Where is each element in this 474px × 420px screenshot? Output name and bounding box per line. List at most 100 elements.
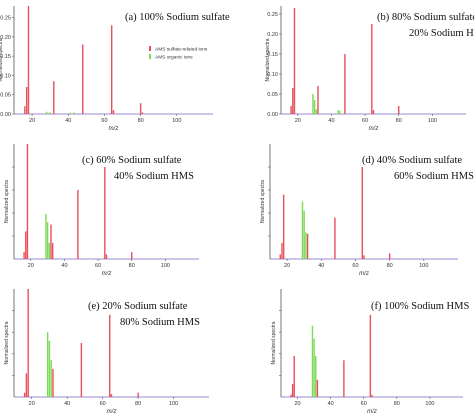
panel-label-line2: 60% Sodium HMS — [394, 171, 474, 182]
x-tick-label: 100 — [425, 401, 434, 407]
x-tick-label: 80 — [129, 263, 135, 269]
x-axis-label: m/z — [107, 409, 117, 415]
spectrum-bar — [363, 255, 365, 259]
x-axis-label: m/z — [102, 271, 112, 277]
legend-label-sulfate: AMS sulfate-related ions — [155, 47, 208, 53]
y-tick-label: 0.20 — [0, 35, 11, 41]
spectrum-bar — [23, 392, 26, 397]
panel-label: (e) 20% Sodium sulfate — [88, 301, 188, 312]
panel-label-line2: 20% Sodium HMS — [409, 28, 474, 39]
x-tick-label: 80 — [396, 118, 402, 124]
x-axis-label: m/z — [369, 126, 379, 132]
y-axis-label: Normalized spectra — [271, 321, 277, 364]
spectrum-bar — [46, 332, 49, 397]
legend: AMS sulfate-related ions AMS organic ion… — [149, 46, 208, 61]
spectrum-bar — [279, 254, 281, 259]
x-tick-label: 60 — [101, 118, 107, 124]
panel-e: 20 40 60 80 100 m/z Normalized spectra (e) 20% … — [4, 289, 209, 415]
panel-label: (d) 40% Sodium sulfate — [362, 155, 462, 166]
x-tick-label: 60 — [362, 118, 368, 124]
spectrum-bar — [53, 81, 55, 114]
spectrum-bar — [25, 87, 28, 114]
spectrum-bar — [293, 8, 296, 114]
x-tick-label: 60 — [361, 401, 367, 407]
x-tick-label: 80 — [138, 118, 144, 124]
x-tick-label: 40 — [64, 401, 70, 407]
spectrum-bar — [109, 314, 111, 397]
x-tick-label: 100 — [169, 401, 178, 407]
spectrum-bar — [141, 112, 144, 114]
x-tick-label: 60 — [100, 401, 106, 407]
panels: 0.00 0.05 0.10 0.15 0.20 0.25 20 40 60 80 100 m/z No… — [0, 6, 474, 415]
spectrum-bar — [112, 110, 115, 114]
x-tick-label: 80 — [394, 401, 400, 407]
spectrum-bar — [344, 54, 346, 114]
y-tick-label: 0.15 — [0, 54, 11, 60]
x-axis-label: m/z — [367, 409, 377, 415]
spectrum-bar — [339, 110, 341, 114]
panel-label: (c) 60% Sodium sulfate — [82, 155, 182, 166]
spectrum-bar — [73, 112, 75, 114]
spectrum-bar — [46, 222, 49, 259]
panel-a: 0.00 0.05 0.10 0.15 0.20 0.25 20 40 60 80 100 m/z No… — [0, 6, 230, 132]
spectrum-bar — [313, 100, 316, 114]
spectrum-bar — [303, 210, 305, 259]
spectrum-bar — [334, 217, 336, 259]
spectrum-bar — [80, 343, 83, 397]
panel-label: (a) 100% Sodium sulfate — [125, 12, 230, 23]
y-tick-label: 0.00 — [267, 112, 278, 118]
y-tick-label: 0.00 — [0, 112, 11, 118]
x-tick-label: 60 — [352, 263, 358, 269]
y-tick-label: 0.05 — [267, 92, 278, 98]
legend-swatch-sulfate — [149, 46, 151, 51]
spectrum-bar — [281, 242, 283, 259]
spectrum-bar — [316, 379, 319, 397]
spectrum-bar — [48, 242, 51, 259]
spectrum-bar — [47, 112, 50, 114]
y-tick-label: 0.10 — [0, 73, 11, 79]
spectrum-bar — [337, 110, 339, 114]
spectrum-bar — [343, 360, 345, 397]
x-tick-label: 100 — [419, 263, 428, 269]
x-tick-label: 40 — [318, 263, 324, 269]
x-tick-label: 60 — [95, 263, 101, 269]
spectrum-bar — [69, 112, 71, 114]
spectrum-bar — [306, 233, 309, 259]
x-tick-label: 40 — [328, 118, 334, 124]
spectrum-bar — [315, 109, 318, 114]
spectrum-bar — [311, 325, 314, 397]
spectrum-bar — [305, 232, 307, 259]
panel-label-line2: 40% Sodium HMS — [114, 171, 194, 182]
x-axis-label: m/z — [109, 126, 119, 132]
x-tick-label: 40 — [61, 263, 67, 269]
y-tick-label: 0.25 — [0, 16, 11, 22]
spectrum-bar — [82, 44, 84, 115]
x-tick-label: 100 — [428, 118, 437, 124]
x-tick-label: 20 — [28, 263, 34, 269]
spectrum-bar — [372, 110, 375, 114]
spectrum-bar — [25, 231, 27, 259]
panel-label: (b) 80% Sodium sulfate — [377, 12, 474, 23]
legend-swatch-organic — [149, 54, 151, 59]
spectrum-bar — [77, 190, 79, 259]
y-axis-label: Normalized spectra — [0, 38, 4, 81]
x-tick-label: 80 — [135, 401, 141, 407]
y-tick-label: 0.05 — [0, 93, 11, 99]
x-tick-label: 20 — [29, 401, 35, 407]
spectrum-bar — [45, 213, 47, 259]
spectrum-bar — [26, 144, 29, 259]
y-tick-label: 0.25 — [267, 12, 278, 18]
spectrum-bar — [313, 338, 315, 397]
spectrum-bar — [290, 106, 292, 114]
spectrum-bar — [139, 103, 142, 114]
spectrum-bar — [292, 88, 294, 114]
spectrum-bar — [49, 112, 51, 114]
y-axis-label: Normalized spectra — [4, 321, 10, 364]
spectrum-bar — [48, 340, 51, 397]
spectrum-bar — [50, 360, 52, 397]
y-axis-label: Normalized spectra — [260, 180, 266, 223]
spectrum-bar — [371, 394, 373, 397]
spectrum-bar — [317, 86, 319, 114]
spectrum-bar — [52, 368, 54, 397]
